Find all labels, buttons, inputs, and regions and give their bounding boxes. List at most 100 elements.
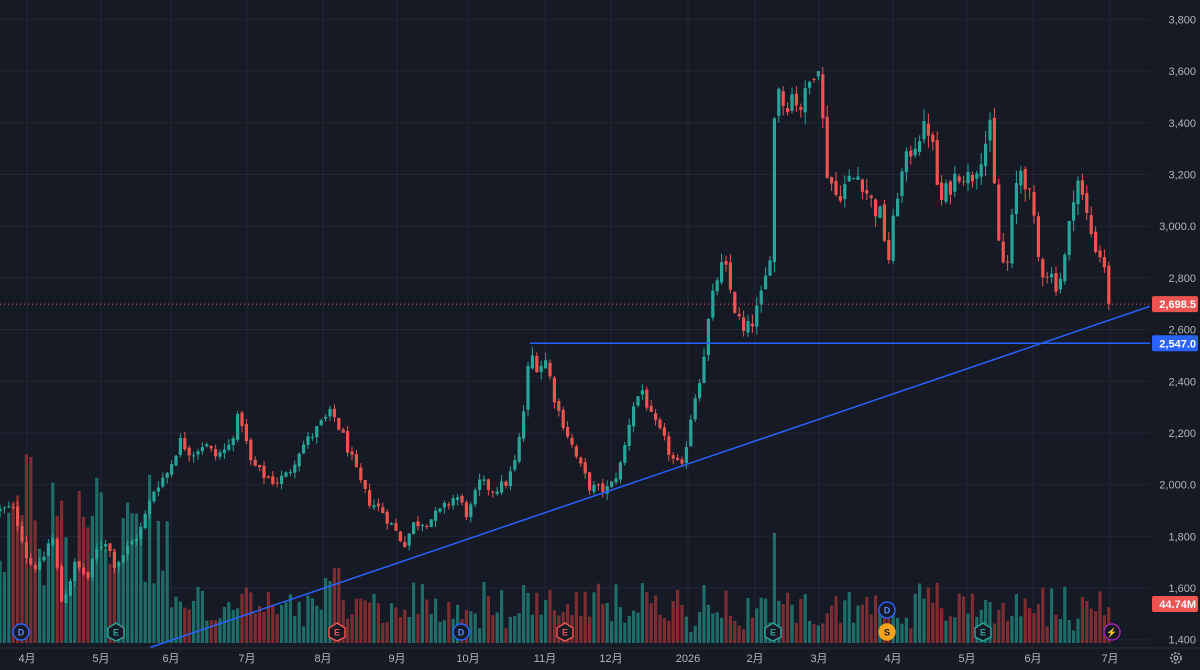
volume-bar: [156, 521, 160, 643]
candle-body: [1063, 254, 1067, 282]
volume-bar: [1010, 615, 1014, 643]
candle-body: [935, 140, 939, 185]
candle-body: [1076, 180, 1080, 205]
volume-bar: [878, 609, 882, 643]
volume-bar: [698, 612, 702, 643]
candle-body: [544, 360, 548, 369]
volume-bar: [337, 568, 341, 643]
candle-body: [416, 521, 420, 527]
candle-body: [517, 436, 521, 462]
volume-bar: [73, 569, 77, 643]
candle-body: [200, 447, 204, 452]
volume-bar: [856, 605, 860, 643]
volume-bar: [1089, 608, 1093, 643]
candle-body: [1098, 250, 1102, 258]
volume-badge: 44.74M: [1152, 596, 1198, 612]
candle-body: [469, 504, 473, 518]
volume-bar: [513, 616, 517, 643]
volume-bar: [1014, 594, 1018, 643]
candle-body: [702, 356, 706, 383]
event-marker-e[interactable]: E: [974, 622, 992, 642]
event-marker-s[interactable]: S: [878, 623, 896, 641]
event-marker-e[interactable]: E: [328, 622, 346, 642]
candle-body: [1023, 169, 1027, 190]
price-tick-label: 2,400: [1168, 376, 1196, 388]
candle-body: [262, 465, 266, 478]
candle-body: [539, 365, 543, 373]
volume-bar: [7, 512, 11, 643]
volume-bar: [504, 628, 508, 643]
volume-bar: [566, 604, 570, 643]
volume-bar: [706, 604, 710, 643]
earnings-marker-shape: [107, 622, 125, 642]
candle-body: [984, 143, 988, 167]
event-marker-d[interactable]: D: [12, 623, 30, 641]
candle-body: [306, 436, 310, 445]
event-marker-e[interactable]: E: [107, 622, 125, 642]
price-tick-label: 1,400: [1168, 635, 1196, 647]
volume-bar: [1080, 596, 1084, 643]
volume-bar: [702, 585, 706, 643]
candle-body: [460, 496, 464, 503]
volume-bar: [918, 583, 922, 643]
volume-bar: [55, 515, 59, 643]
volume-bar: [262, 612, 266, 643]
candles: [0, 66, 1111, 604]
candle-body: [482, 479, 486, 481]
volume-bar: [935, 582, 939, 643]
candle-body: [535, 356, 539, 372]
volume-bar: [306, 595, 310, 643]
marker-label: D: [884, 606, 891, 616]
candle-body: [610, 481, 614, 487]
event-marker-e[interactable]: E: [764, 622, 782, 642]
volume-bar: [530, 614, 534, 643]
volume-bar: [249, 592, 253, 643]
volume-bar: [830, 605, 834, 643]
candle-body: [1028, 188, 1032, 190]
candle-body: [790, 94, 794, 111]
volume-bar: [1076, 618, 1080, 643]
volume-bar: [1045, 626, 1049, 643]
volume-bar: [1063, 586, 1067, 643]
price-axis: 3,800 3,600 3,400 3,200 3,000.0 2,800 2,600 2,4…: [1150, 0, 1200, 670]
candle-body: [926, 123, 930, 136]
volume-bar: [517, 613, 521, 643]
volume-bar: [310, 598, 314, 643]
marker-label: E: [770, 628, 776, 638]
volume-bar: [645, 592, 649, 643]
volume-bar: [148, 474, 152, 643]
earnings-marker-shape: [764, 622, 782, 642]
event-marker-e[interactable]: E: [556, 622, 574, 642]
marker-label: D: [458, 628, 465, 638]
candle-body: [218, 452, 222, 457]
event-marker-split[interactable]: ⚡: [1103, 623, 1121, 641]
volume-bar: [319, 609, 323, 643]
volume-bar: [1019, 616, 1023, 643]
volume-bar: [944, 620, 948, 643]
price-tick-label: 1,600: [1168, 583, 1196, 595]
candle-body: [425, 526, 429, 527]
candle-body: [574, 446, 578, 457]
gear-icon[interactable]: [1170, 652, 1182, 664]
time-tick-label: 11月: [534, 653, 556, 665]
candle-body: [104, 544, 108, 547]
volume-bar: [632, 610, 636, 643]
candle-body: [940, 182, 944, 200]
candle-body: [957, 176, 961, 182]
event-marker-d[interactable]: D: [452, 623, 470, 641]
candle-body: [429, 519, 433, 527]
candle-body: [979, 164, 983, 177]
candle-body: [315, 426, 319, 438]
candle-body: [1085, 193, 1089, 213]
volume-bar: [1072, 630, 1076, 643]
volume-bar: [354, 598, 358, 643]
candle-body: [112, 551, 116, 568]
candle-body: [715, 280, 719, 292]
candle-body: [698, 383, 702, 399]
last-price-badge: 2,698.5: [1152, 296, 1198, 313]
volume-bar: [614, 584, 618, 643]
volume-bar: [469, 611, 473, 643]
event-marker-d[interactable]: D: [878, 601, 896, 619]
candle-body: [46, 543, 50, 556]
